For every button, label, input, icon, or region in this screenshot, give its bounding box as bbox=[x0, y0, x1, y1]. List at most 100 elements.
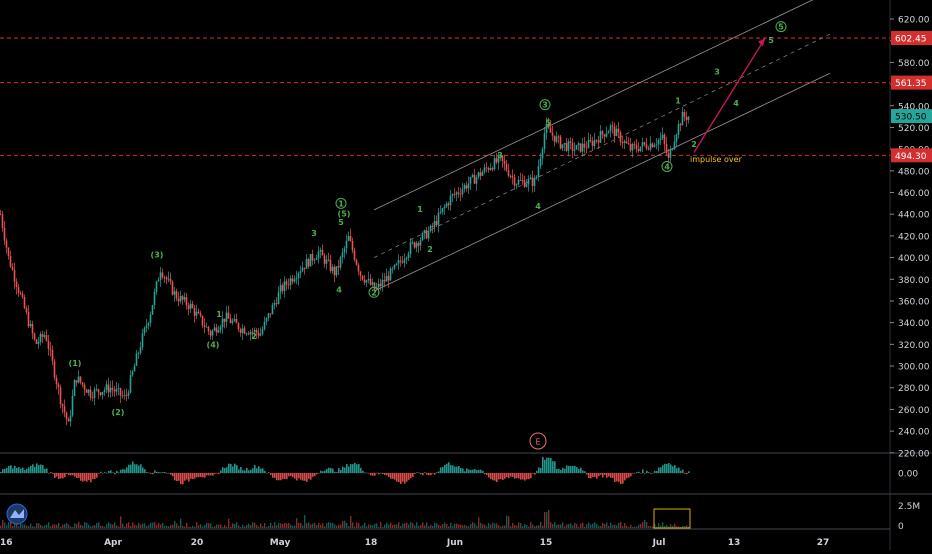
volume-bar bbox=[674, 523, 676, 528]
projection-arrow[interactable] bbox=[693, 38, 766, 153]
candle-body bbox=[539, 158, 542, 167]
oscillator-bar bbox=[584, 471, 586, 473]
event-marker[interactable] bbox=[529, 432, 547, 450]
candle-body bbox=[677, 124, 680, 135]
candle-body bbox=[541, 148, 544, 159]
volume-bar bbox=[614, 524, 616, 528]
wave-label: 1 bbox=[417, 205, 423, 214]
candle-body bbox=[557, 136, 560, 138]
candle-body bbox=[139, 347, 142, 353]
oscillator-bar bbox=[680, 470, 682, 473]
oscillator-bar bbox=[684, 473, 686, 474]
candle-body bbox=[129, 375, 132, 393]
oscillator-bar bbox=[256, 468, 258, 473]
x-tick-label: Jun bbox=[446, 538, 463, 548]
wave-label-circled: 1 bbox=[338, 199, 344, 208]
oscillator-bar bbox=[454, 466, 456, 473]
volume-bar bbox=[194, 526, 196, 528]
candle-body bbox=[127, 392, 130, 396]
candle-body bbox=[663, 134, 666, 144]
candle-body bbox=[389, 268, 392, 281]
volume-bar bbox=[8, 522, 10, 528]
candle-body bbox=[141, 333, 144, 348]
candle-body bbox=[391, 268, 394, 270]
volume-bar bbox=[150, 522, 152, 528]
candle-body bbox=[17, 287, 20, 293]
volume-bar bbox=[442, 524, 444, 528]
volume-bar bbox=[456, 523, 458, 528]
candle-body bbox=[149, 314, 152, 323]
volume-bar bbox=[278, 523, 280, 528]
candle-body bbox=[163, 277, 166, 278]
oscillator-bar bbox=[224, 468, 226, 473]
oscillator-bar bbox=[250, 469, 252, 473]
oscillator-bar bbox=[658, 467, 660, 473]
oscillator-bar bbox=[206, 473, 208, 476]
volume-bar bbox=[542, 525, 544, 528]
candle-body bbox=[417, 242, 420, 246]
volume-bar bbox=[654, 523, 656, 528]
volume-bar bbox=[120, 516, 122, 528]
candle-body bbox=[41, 333, 44, 337]
oscillator-bar bbox=[58, 473, 60, 479]
volume-bar bbox=[260, 523, 262, 528]
oscillator-bar bbox=[194, 473, 196, 479]
candle-body bbox=[195, 311, 198, 316]
candle-body bbox=[259, 333, 262, 336]
candle-body bbox=[431, 225, 434, 228]
volume-bar bbox=[468, 526, 470, 528]
oscillator-bar bbox=[248, 470, 250, 473]
oscillator-bar bbox=[540, 468, 542, 473]
volume-bar bbox=[112, 524, 114, 528]
oscillator-bar bbox=[516, 473, 518, 478]
volume-bar bbox=[676, 526, 678, 528]
oscillator-bar bbox=[506, 473, 508, 478]
volume-bar bbox=[158, 522, 160, 528]
channel-line-mid[interactable] bbox=[373, 33, 831, 258]
oscillator-bar bbox=[66, 473, 68, 475]
candle-body bbox=[299, 271, 302, 274]
volume-bar bbox=[444, 522, 446, 528]
oscillator-bar bbox=[620, 473, 622, 485]
candle-body bbox=[169, 278, 172, 282]
candle-body bbox=[433, 221, 436, 228]
oscillator-bar bbox=[354, 462, 356, 473]
volume-bar bbox=[156, 524, 158, 528]
candle-body bbox=[235, 318, 238, 324]
candle-body bbox=[611, 125, 614, 127]
volume-bar bbox=[558, 524, 560, 528]
candle-body bbox=[355, 259, 358, 265]
oscillator-bar bbox=[452, 465, 454, 473]
volume-bar bbox=[368, 524, 370, 528]
candle-body bbox=[579, 143, 582, 152]
oscillator-bar bbox=[568, 465, 570, 473]
volume-bar bbox=[572, 525, 574, 528]
channel-line-lower[interactable] bbox=[373, 72, 831, 292]
y-tick-label: 260.00 bbox=[898, 406, 930, 416]
oscillator-bar bbox=[456, 466, 458, 473]
volume-bar bbox=[424, 525, 426, 528]
candle-body bbox=[207, 326, 210, 332]
volume-bar bbox=[398, 522, 400, 528]
oscillator-bar bbox=[118, 472, 120, 473]
volume-bar bbox=[324, 526, 326, 528]
oscillator-bar bbox=[606, 473, 608, 478]
volume-bar bbox=[478, 517, 480, 528]
volume-bar bbox=[188, 526, 190, 528]
oscillator-bar bbox=[600, 473, 602, 475]
volume-bar bbox=[486, 526, 488, 528]
candle-body bbox=[523, 180, 526, 187]
volume-bar bbox=[602, 522, 604, 528]
candle-body bbox=[317, 251, 320, 259]
y-tick-label: 320.00 bbox=[898, 341, 930, 351]
oscillator-bar bbox=[338, 468, 340, 473]
channel-line-upper[interactable] bbox=[373, 0, 818, 211]
volume-bar bbox=[560, 524, 562, 528]
oscillator-bar bbox=[562, 467, 564, 473]
volume-bar bbox=[74, 523, 76, 528]
volume-bar bbox=[402, 523, 404, 528]
volume-highlight-box[interactable] bbox=[653, 508, 691, 529]
volume-bar bbox=[540, 521, 542, 528]
